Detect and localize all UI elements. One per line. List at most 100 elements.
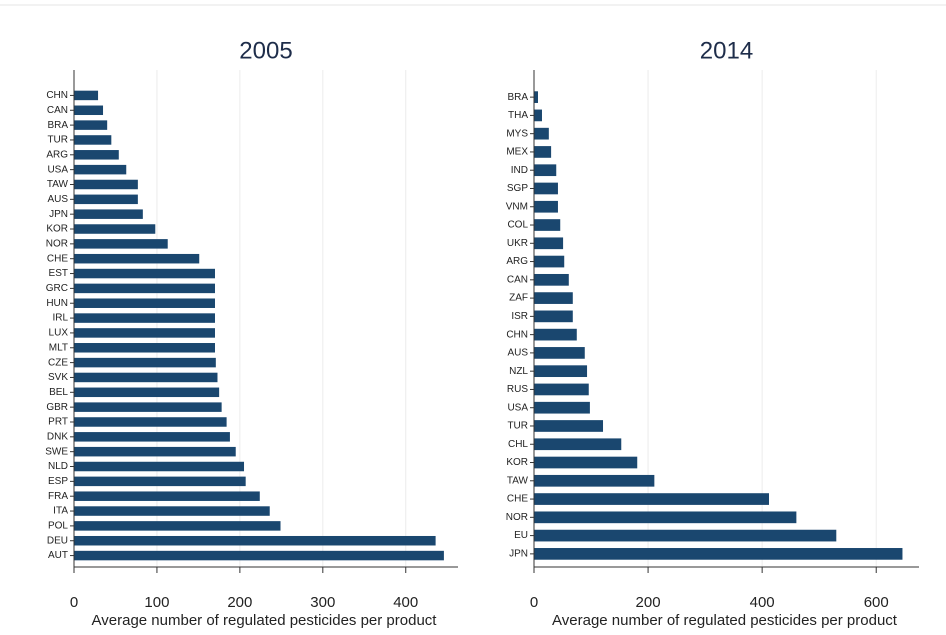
bar [534, 548, 903, 560]
bar [74, 150, 119, 160]
y-tick-label: USA [47, 164, 68, 175]
bar [74, 521, 281, 531]
y-tick-label: SWE [45, 446, 68, 457]
bar [534, 438, 622, 451]
bar [74, 550, 444, 561]
y-tick-label: NZL [509, 366, 528, 377]
y-tick-label: DNK [47, 431, 68, 442]
y-tick-label: TAW [507, 475, 529, 486]
bar [534, 365, 588, 378]
x-axis-label: Average number of regulated pesticides p… [552, 612, 898, 629]
bar [74, 402, 222, 412]
y-tick-label: MEX [506, 147, 528, 158]
bar [534, 127, 549, 140]
y-tick-label: JPN [509, 549, 528, 560]
bar [534, 255, 565, 268]
bar [74, 343, 215, 353]
y-tick-label: CAN [47, 105, 68, 116]
x-tick-label: 0 [70, 594, 78, 611]
bar [534, 456, 638, 469]
y-tick-label: HUN [46, 298, 68, 309]
y-tick-label: THA [508, 110, 528, 121]
bar [534, 182, 558, 195]
bar [74, 357, 216, 368]
x-tick-label: 400 [750, 594, 775, 611]
y-tick-label: TUR [507, 421, 528, 432]
bar [74, 372, 218, 383]
bar [534, 383, 589, 396]
bar [74, 535, 436, 546]
y-tick-label: CHN [506, 329, 528, 340]
x-axis-label: Average number of regulated pesticides p… [92, 612, 438, 629]
bar [74, 387, 220, 398]
y-tick-label: CAN [507, 274, 528, 285]
y-tick-label: DEU [47, 535, 68, 546]
bar [534, 347, 585, 359]
y-tick-label: EST [49, 268, 68, 279]
y-tick-label: CHL [508, 439, 528, 450]
bar [74, 209, 143, 219]
y-tick-label: USA [507, 402, 528, 413]
y-tick-label: UKR [507, 238, 528, 249]
y-tick-label: GRC [46, 283, 68, 294]
bar [74, 432, 230, 442]
y-tick-label: MYS [506, 128, 528, 139]
bar [534, 237, 564, 250]
bar [74, 194, 138, 205]
chart-title: 2014 [700, 37, 753, 64]
bar [74, 253, 200, 264]
bar [74, 506, 270, 516]
bar [74, 105, 104, 116]
bar [534, 200, 558, 213]
bar [534, 91, 538, 103]
bar [74, 491, 260, 501]
y-tick-label: BRA [507, 92, 528, 103]
y-tick-label: ARG [46, 149, 68, 160]
y-tick-label: KOR [506, 457, 528, 468]
bar [74, 283, 215, 294]
y-tick-label: KOR [46, 224, 68, 235]
y-tick-label: IRL [52, 313, 68, 324]
y-tick-label: IND [511, 165, 528, 176]
bar [74, 298, 215, 308]
bar [74, 179, 138, 190]
y-tick-label: CZE [48, 357, 68, 368]
y-tick-label: LUX [49, 328, 69, 339]
bar [534, 328, 577, 341]
bar [534, 146, 552, 158]
y-tick-label: CHE [507, 494, 528, 505]
y-tick-label: VNM [506, 201, 528, 212]
y-tick-label: FRA [48, 491, 68, 502]
y-tick-label: ITA [53, 506, 68, 517]
bar [74, 268, 215, 279]
bar [74, 120, 108, 130]
y-tick-label: POL [48, 521, 68, 532]
bar [534, 493, 769, 505]
bar [74, 239, 168, 249]
chart-title: 2005 [239, 37, 292, 64]
x-tick-label: 200 [227, 594, 252, 611]
y-tick-label: JPN [49, 209, 68, 220]
y-tick-label: AUT [48, 550, 68, 561]
y-tick-label: GBR [46, 402, 68, 413]
x-tick-label: 400 [393, 594, 418, 611]
bar [74, 476, 246, 487]
y-tick-label: ZAF [509, 293, 528, 304]
bar [74, 164, 127, 175]
bar [534, 511, 797, 524]
bar [534, 219, 561, 231]
x-tick-label: 0 [530, 594, 538, 611]
x-tick-label: 600 [864, 594, 889, 611]
y-tick-label: BEL [49, 387, 68, 398]
x-tick-label: 300 [310, 594, 335, 611]
bar [534, 474, 655, 487]
y-tick-label: EU [514, 530, 528, 541]
bar [534, 529, 837, 542]
bar [534, 420, 604, 432]
y-tick-label: MLT [49, 342, 68, 353]
y-tick-label: ISR [511, 311, 528, 322]
y-tick-label: CHN [46, 90, 68, 101]
y-tick-label: COL [507, 220, 528, 231]
bar [74, 446, 236, 457]
